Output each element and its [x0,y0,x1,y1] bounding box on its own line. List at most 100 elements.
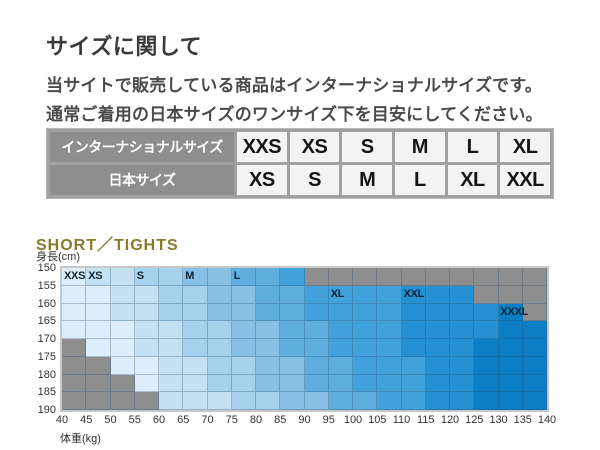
chart-cell-xxxl [474,374,499,393]
chart-cell-xxl [425,339,450,357]
chart-cell-xl [377,303,402,322]
chart-cell-xxs [134,374,159,393]
chart-cell-m [256,321,281,339]
chart-cell-xl [377,321,402,339]
chart-cell-na [62,356,87,375]
x-tick-label: 45 [80,414,93,426]
chart-cell-l [256,285,281,304]
y-tick-label: 170 [37,333,56,345]
x-axis-label: 体重(kg) [60,433,101,445]
chart-cell-na [86,356,111,375]
chart-cell-xs [159,321,184,339]
chart-cell-xxxl [498,303,523,322]
chart-cell-xs [86,268,111,286]
chart-cell-na [474,285,499,304]
chart-cell-xxl [450,339,475,357]
chart-cell-xs [110,285,135,304]
chart-cell-xl [304,303,329,322]
chart-cell-l [304,339,329,357]
chart-cell-s [183,285,208,304]
chart-cell-xl [377,285,402,304]
size-table-cell: XXL [500,165,550,195]
chart-cell-xxl [401,321,426,339]
x-tick-label: 70 [201,414,214,426]
x-tick-label: 90 [298,414,311,426]
chart-cell-na [498,268,523,286]
chart-cell-m [207,268,232,286]
chart-cell-xxs [86,303,111,322]
chart-cell-m [256,339,281,357]
x-tick-label: 60 [152,414,166,426]
size-table-cell: XS [237,165,287,195]
chart-cell-xs [159,339,184,357]
y-tick-label: 165 [37,315,56,328]
chart-cell-s [134,268,159,286]
chart-cell-xl [353,321,378,339]
chart-cell-m [231,321,256,339]
chart-cell-xl [377,374,402,393]
chart-cell-na [62,374,87,393]
chart-cell-m [280,374,305,393]
chart-cell-l [280,303,305,322]
chart-cell-na [328,268,353,286]
chart-cell-m [256,356,281,375]
x-tick-label: 125 [465,414,484,426]
chart-cell-l [256,268,281,286]
chart-cell-xxl [450,392,475,410]
chart-cell-xl [353,356,378,375]
chart-cell-xxl [425,374,450,393]
chart-cell-na [474,268,499,286]
x-tick-label: 130 [489,414,508,426]
section-heading: SHORT／TIGHTS [36,237,179,255]
chart-cell-s [256,392,281,410]
chart-cell-xxxl [522,392,547,410]
chart-cell-xxl [450,374,475,393]
chart-cell-xl [377,356,402,375]
chart-cell-na [353,268,378,286]
chart-cell-xs [134,285,159,304]
chart-cell-s [183,303,208,322]
chart-cell-s [207,374,232,393]
chart-cell-xxl [401,303,426,322]
chart-cell-xl [353,285,378,304]
chart-cell-m [256,374,281,393]
chart-cell-na [522,285,547,304]
x-tick-label: 85 [274,414,287,426]
chart-cell-xxl [450,285,475,304]
x-tick-label: 110 [392,414,411,426]
x-tick-label: 75 [225,414,238,426]
chart-grid [62,268,547,410]
chart-cell-xxl [425,321,450,339]
chart-cell-s [207,321,232,339]
chart-cell-s [159,285,184,304]
page-title: サイズに関して [46,33,203,59]
chart-cell-xs [134,321,159,339]
chart-cell-l [280,339,305,357]
x-tick-label: 65 [177,414,190,426]
chart-cell-xxxl [522,339,547,357]
chart-cell-l [256,303,281,322]
chart-cell-na [498,285,523,304]
y-tick-label: 185 [37,386,56,399]
chart-cell-xxxl [498,392,523,410]
y-tick-label: 160 [37,297,56,310]
chart-cell-na [86,374,111,393]
chart-cell-xs [134,339,159,357]
chart-cell-na [62,339,87,357]
chart-cell-xxl [401,285,426,304]
chart-cell-xxxl [498,374,523,393]
chart-cell-m [231,285,256,304]
chart-cell-s [183,339,208,357]
chart-cell-l [328,356,353,375]
size-table-cell: M [395,132,445,162]
chart-cell-xl [328,303,353,322]
y-tick-label: 180 [37,368,56,381]
chart-cell-xs [183,356,208,375]
chart-cell-xl [377,392,402,410]
size-table-cell: XL [447,165,498,195]
chart-cell-m [231,339,256,357]
chart-cell-na [377,268,402,286]
chart-cell-xxl [474,303,499,322]
chart-cell-xl [401,392,426,410]
chart-cell-s [231,374,256,393]
